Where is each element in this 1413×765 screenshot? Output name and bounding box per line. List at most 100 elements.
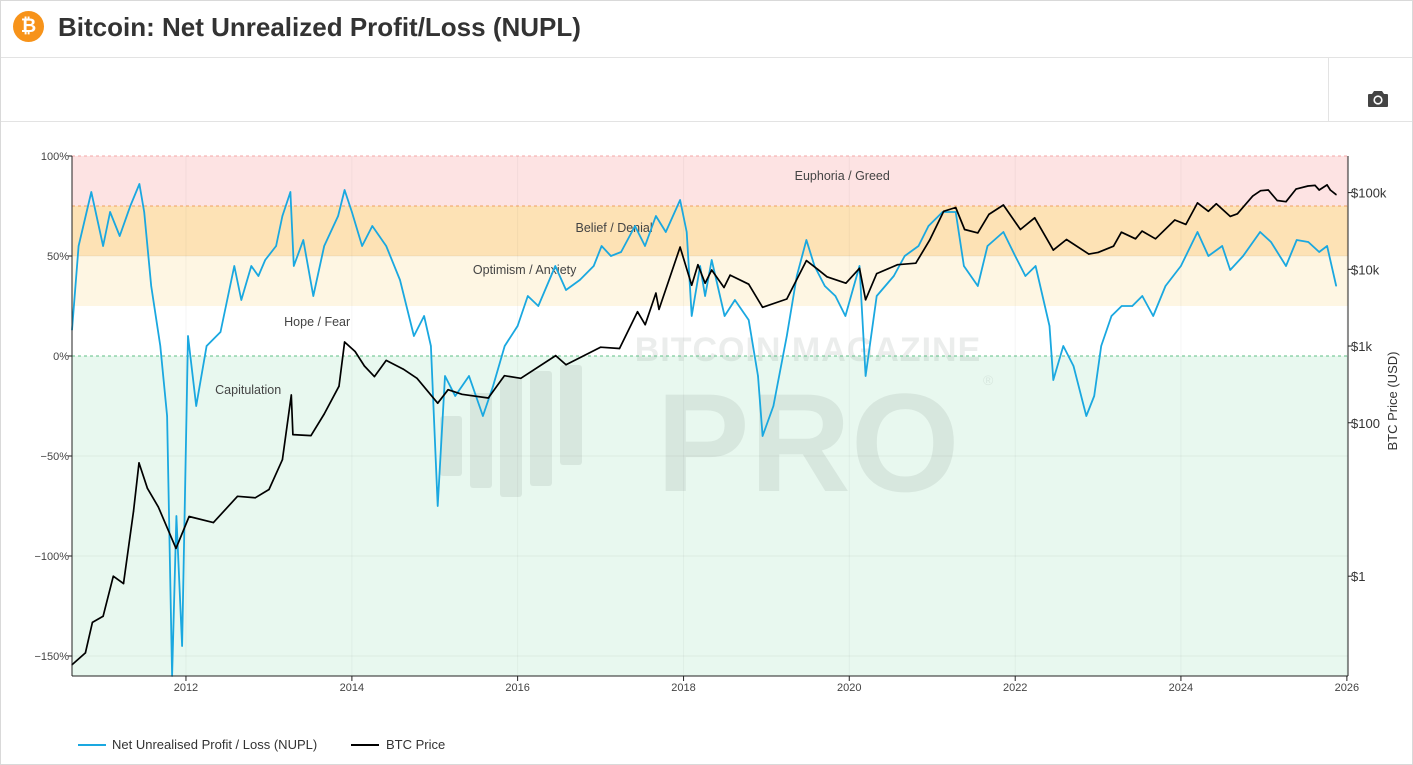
y-right-tick-label-3: $100 [1351, 416, 1380, 431]
nupl-point-104 [1110, 315, 1113, 317]
y-left-tick-label-3: −50% [41, 451, 70, 463]
nupl-point-5 [118, 235, 121, 237]
price-point-43 [679, 246, 681, 248]
nupl-point-93 [1002, 231, 1005, 233]
price-point-28 [416, 377, 418, 380]
nupl-point-24 [275, 245, 277, 247]
price-point-34 [520, 377, 522, 380]
nupl-point-82 [864, 375, 867, 377]
price-point-26 [385, 359, 388, 362]
nupl-point-116 [1259, 231, 1261, 233]
zone-band-3 [72, 306, 1348, 356]
price-point-30 [447, 388, 449, 391]
nupl-point-80 [844, 315, 847, 317]
nupl-point-1 [77, 245, 80, 247]
price-point-95 [1318, 189, 1320, 191]
nupl-point-114 [1229, 269, 1231, 271]
nupl-point-72 [761, 435, 764, 437]
nupl-point-45 [482, 415, 484, 417]
price-point-56 [845, 282, 847, 284]
nupl-point-68 [723, 315, 726, 317]
zone-label-3: Hope / Fear [284, 315, 350, 329]
chart-header: ₿ Bitcoin: Net Unrealized Profit/Loss (N… [1, 1, 1412, 58]
price-point-42 [658, 308, 660, 311]
nupl-point-84 [893, 275, 895, 277]
price-point-60 [896, 263, 899, 266]
price-point-6 [132, 510, 135, 513]
nupl-point-37 [399, 279, 401, 281]
nupl-point-87 [927, 225, 930, 227]
nupl-point-101 [1085, 415, 1088, 417]
price-point-32 [487, 397, 490, 399]
nupl-point-115 [1242, 255, 1244, 257]
price-point-98 [1335, 193, 1337, 196]
x-tick-label-2: 2016 [505, 682, 529, 694]
nupl-point-71 [757, 375, 759, 377]
nupl-point-30 [323, 245, 326, 247]
nupl-point-38 [413, 335, 415, 337]
price-point-65 [963, 228, 966, 231]
bitcoin-logo-icon: ₿ [13, 11, 44, 42]
nupl-point-90 [963, 265, 965, 267]
nupl-point-118 [1285, 265, 1287, 267]
y-left-tick-label-5: −150% [34, 651, 69, 663]
legend-swatch-nupl [78, 744, 106, 746]
price-point-87 [1251, 195, 1254, 197]
x-tick-label-4: 2020 [837, 682, 861, 694]
chart-toolbar [1, 58, 1412, 122]
x-tick-label-0: 2012 [174, 682, 198, 694]
price-point-63 [942, 210, 945, 213]
nupl-point-102 [1093, 395, 1095, 397]
nupl-point-17 [205, 345, 208, 347]
grid-layer [72, 155, 1348, 676]
y-right-tick-label-2: $1k [1351, 339, 1372, 354]
watermark-line1: BITCOIN MAGAZINE [635, 331, 982, 369]
nupl-point-109 [1164, 285, 1167, 287]
watermark-mark: ® [983, 372, 994, 388]
nupl-point-120 [1307, 241, 1310, 243]
nupl-point-122 [1326, 245, 1328, 247]
nupl-point-107 [1141, 295, 1144, 297]
nupl-point-53 [579, 279, 581, 281]
nupl-point-64 [690, 315, 693, 317]
nupl-point-74 [786, 335, 788, 337]
price-point-25 [373, 375, 376, 378]
zones-layer [72, 156, 1348, 676]
y-right-tick-label-1: $10k [1351, 262, 1380, 277]
price-point-15 [268, 488, 270, 491]
legend-label-btc-price: BTC Price [386, 737, 446, 752]
price-point-4 [112, 575, 115, 577]
legend-item-btc-price[interactable]: BTC Price [351, 736, 461, 754]
price-point-59 [875, 272, 878, 275]
nupl-point-25 [281, 215, 284, 217]
zone-band-4 [72, 356, 1348, 676]
nupl-point-54 [592, 265, 595, 267]
nupl-point-106 [1131, 305, 1134, 307]
price-point-75 [1112, 245, 1115, 247]
price-point-13 [236, 495, 239, 498]
toolbar-divider [1328, 58, 1329, 121]
price-point-97 [1329, 189, 1332, 191]
camera-icon[interactable] [1367, 89, 1389, 109]
zone-label-0: Euphoria / Greed [795, 169, 890, 183]
price-point-39 [636, 310, 639, 313]
nupl-point-85 [903, 255, 906, 257]
nupl-point-69 [734, 299, 736, 301]
nupl-point-35 [371, 225, 374, 227]
x-tick-label-1: 2014 [340, 682, 364, 694]
y-right-tick-label-4: $1 [1351, 569, 1365, 584]
watermark-bars-icon [440, 365, 582, 497]
nupl-point-43 [454, 395, 457, 397]
nupl-point-98 [1052, 379, 1055, 381]
nupl-point-70 [747, 319, 750, 321]
price-point-89 [1267, 189, 1270, 191]
nupl-point-108 [1152, 315, 1154, 317]
nupl-point-48 [516, 325, 519, 327]
price-point-86 [1236, 213, 1239, 215]
price-point-44 [690, 284, 693, 286]
price-point-62 [928, 239, 931, 241]
price-point-53 [805, 259, 808, 262]
price-point-35 [554, 354, 557, 357]
legend-item-nupl[interactable]: Net Unrealised Profit / Loss (NUPL) [78, 736, 348, 754]
price-point-61 [915, 262, 917, 264]
